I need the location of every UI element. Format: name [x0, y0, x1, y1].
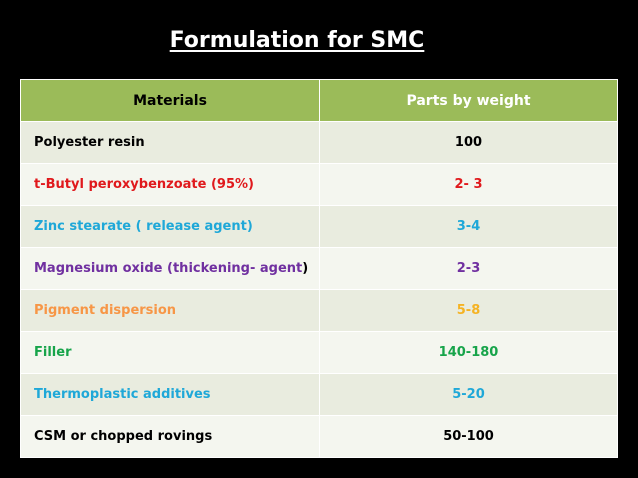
- material-cell: Polyester resin: [20, 121, 320, 164]
- parts-cell: 2-3: [319, 247, 618, 290]
- material-suffix: ): [302, 261, 309, 276]
- material-cell: Zinc stearate ( release agent): [20, 205, 320, 248]
- formulation-table: Materials Parts by weight Polyester resi…: [20, 79, 618, 458]
- material-cell: Filler: [20, 331, 320, 374]
- formulation-table-container: Materials Parts by weight Polyester resi…: [20, 79, 618, 458]
- material-cell: CSM or chopped rovings: [20, 415, 320, 458]
- parts-cell: 5-20: [319, 373, 618, 416]
- material-text: Magnesium oxide (thickening- agent: [34, 261, 303, 276]
- table-row: Thermoplastic additives 5-20: [20, 373, 618, 416]
- table-row: CSM or chopped rovings 50-100: [20, 415, 618, 458]
- table-row: Polyester resin 100: [20, 121, 618, 164]
- table-header-row: Materials Parts by weight: [20, 79, 618, 122]
- parts-cell: 5-8: [319, 289, 618, 332]
- parts-cell: 140-180: [319, 331, 618, 374]
- table-row: t-Butyl peroxybenzoate (95%) 2- 3: [20, 163, 618, 206]
- parts-cell: 2- 3: [319, 163, 618, 206]
- header-parts-by-weight: Parts by weight: [319, 79, 618, 122]
- header-materials: Materials: [20, 79, 320, 122]
- material-cell: Magnesium oxide (thickening- agent): [20, 247, 320, 290]
- table-row: Magnesium oxide (thickening- agent) 2-3: [20, 247, 618, 290]
- table-row: Zinc stearate ( release agent) 3-4: [20, 205, 618, 248]
- slide-title: Formulation for SMC: [169, 28, 425, 53]
- table-row: Filler 140-180: [20, 331, 618, 374]
- material-cell: Pigment dispersion: [20, 289, 320, 332]
- table-row: Pigment dispersion 5-8: [20, 289, 618, 332]
- parts-cell: 50-100: [319, 415, 618, 458]
- parts-cell: 3-4: [319, 205, 618, 248]
- material-cell: Thermoplastic additives: [20, 373, 320, 416]
- parts-cell: 100: [319, 121, 618, 164]
- material-cell: t-Butyl peroxybenzoate (95%): [20, 163, 320, 206]
